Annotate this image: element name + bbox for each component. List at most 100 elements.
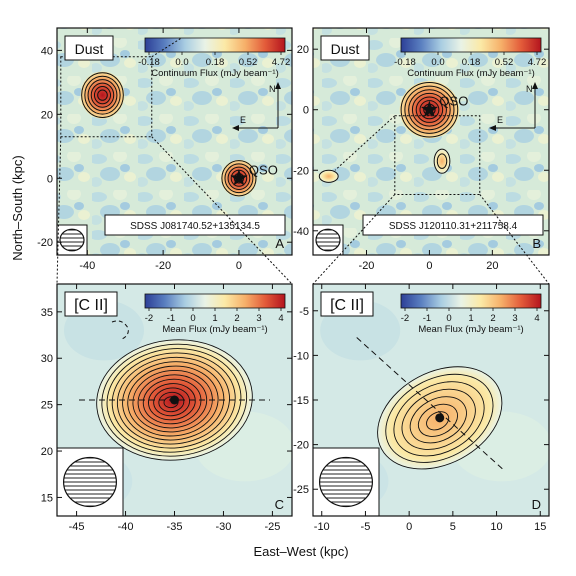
connector-line: [334, 115, 396, 171]
colorbar-title: Continuum Flux (mJy beam⁻¹): [407, 68, 535, 79]
x-tick-label: -40: [79, 260, 95, 272]
y-tick-label: 0: [303, 105, 309, 117]
x-tick-label: 0: [236, 260, 242, 272]
contour: [393, 381, 485, 457]
y-tick-label: -20: [293, 165, 309, 177]
emission-blob: [433, 148, 451, 174]
contour: [142, 378, 202, 425]
y-tick-label: -10: [293, 350, 309, 362]
beam-ellipse: [315, 228, 341, 252]
zoom-box: [394, 115, 481, 195]
y-tick-label: -40: [293, 226, 309, 238]
contour: [84, 75, 121, 115]
beam-inset: [312, 224, 344, 256]
contour: [93, 86, 112, 105]
colorbar-tick-label: 4: [534, 313, 539, 324]
plot-frame: [56, 27, 293, 256]
y-tick-label: -20: [37, 237, 53, 249]
negative-contour: [111, 320, 129, 341]
contour: [436, 153, 448, 169]
panel-letter: D: [532, 497, 541, 512]
colorbar-title: Mean Flux (mJy beam⁻¹): [418, 324, 523, 335]
contour: [106, 348, 242, 453]
panel-letter: C: [275, 497, 284, 512]
source-emission: [318, 169, 339, 183]
colorbar-tick-label: -0.18: [394, 57, 416, 68]
connector-line: [151, 136, 293, 285]
qso-label: QSO: [249, 162, 278, 177]
compass-n-label: N: [269, 84, 276, 94]
compass-n-label: N: [526, 84, 533, 94]
colorbar-gradient: [144, 37, 286, 53]
plot-frame: [312, 283, 550, 517]
colorbar-tick-label: -1: [423, 313, 431, 324]
emission-blob: [318, 169, 339, 183]
compass: NE: [232, 82, 281, 131]
contour: [400, 81, 459, 138]
contour: [385, 373, 494, 463]
colorbar-tick-label: -1: [167, 313, 175, 324]
y-tick-label: 0: [47, 173, 53, 185]
connector-line: [312, 194, 396, 285]
contour: [148, 383, 196, 421]
colorbar-tick-label: 2: [490, 313, 495, 324]
contour: [158, 391, 185, 413]
beam-ellipse: [319, 456, 374, 508]
source-name-text: SDSS J120110.31+211758.4: [389, 221, 518, 232]
source-emission: [80, 71, 125, 119]
colorbar-gradient: [144, 293, 286, 309]
colorbar-tick-label: 3: [512, 313, 517, 324]
contour: [111, 352, 236, 449]
x-tick-label: 0: [426, 260, 432, 272]
colorbar-tick-label: -0.18: [138, 57, 160, 68]
colorbar-tick-label: 0.0: [175, 57, 188, 68]
x-tick-label: -5: [361, 521, 371, 533]
x-axis-title: East–West (kpc): [253, 544, 348, 559]
contour: [415, 96, 444, 123]
colorbar: -2 -1 0 1 2 3 4 Mean Flux (mJy beam⁻¹): [144, 293, 286, 335]
y-tick-label: -20: [293, 440, 309, 452]
beam-ellipse: [62, 456, 117, 508]
colorbar-tick-label: 4.72: [528, 57, 547, 68]
x-tick-label: 0: [406, 521, 412, 533]
colorbar-gradient: [400, 37, 542, 53]
colorbar-gradient: [400, 293, 542, 309]
panel-letter: A: [275, 236, 284, 251]
contour: [116, 356, 230, 445]
panel-label-box: [64, 35, 114, 61]
contour: [417, 403, 458, 437]
plot-frame: [56, 283, 293, 517]
x-tick-label: -40: [118, 521, 134, 533]
colorbar-tick-label: 0: [446, 313, 451, 324]
contour: [227, 166, 251, 190]
qso-label: QSO: [439, 94, 468, 109]
contour: [221, 160, 257, 197]
connector-line: [151, 37, 183, 58]
x-tick-label: -35: [167, 521, 183, 533]
contour: [404, 85, 455, 134]
compass-e-label: E: [240, 115, 246, 125]
contour: [97, 89, 108, 101]
beam-inset: [56, 224, 88, 256]
colorbar-tick-label: 0.0: [431, 57, 444, 68]
contour: [409, 396, 467, 444]
colorbar-tick-label: -2: [401, 313, 409, 324]
colorbar-tick-label: 0.18: [462, 57, 481, 68]
x-tick-label: -30: [216, 521, 232, 533]
contour: [426, 411, 450, 431]
beam-inset: [312, 447, 380, 517]
emission-blob: [80, 71, 125, 119]
y-tick-label: 20: [41, 109, 53, 121]
y-tick-label: -5: [299, 306, 309, 318]
y-tick-label: 20: [41, 446, 53, 458]
y-tick-label: 35: [41, 307, 53, 319]
colorbar-tick-label: 2: [234, 313, 239, 324]
contour: [411, 92, 447, 127]
y-tick-label: -25: [293, 484, 309, 496]
panel-letter: B: [532, 236, 541, 251]
